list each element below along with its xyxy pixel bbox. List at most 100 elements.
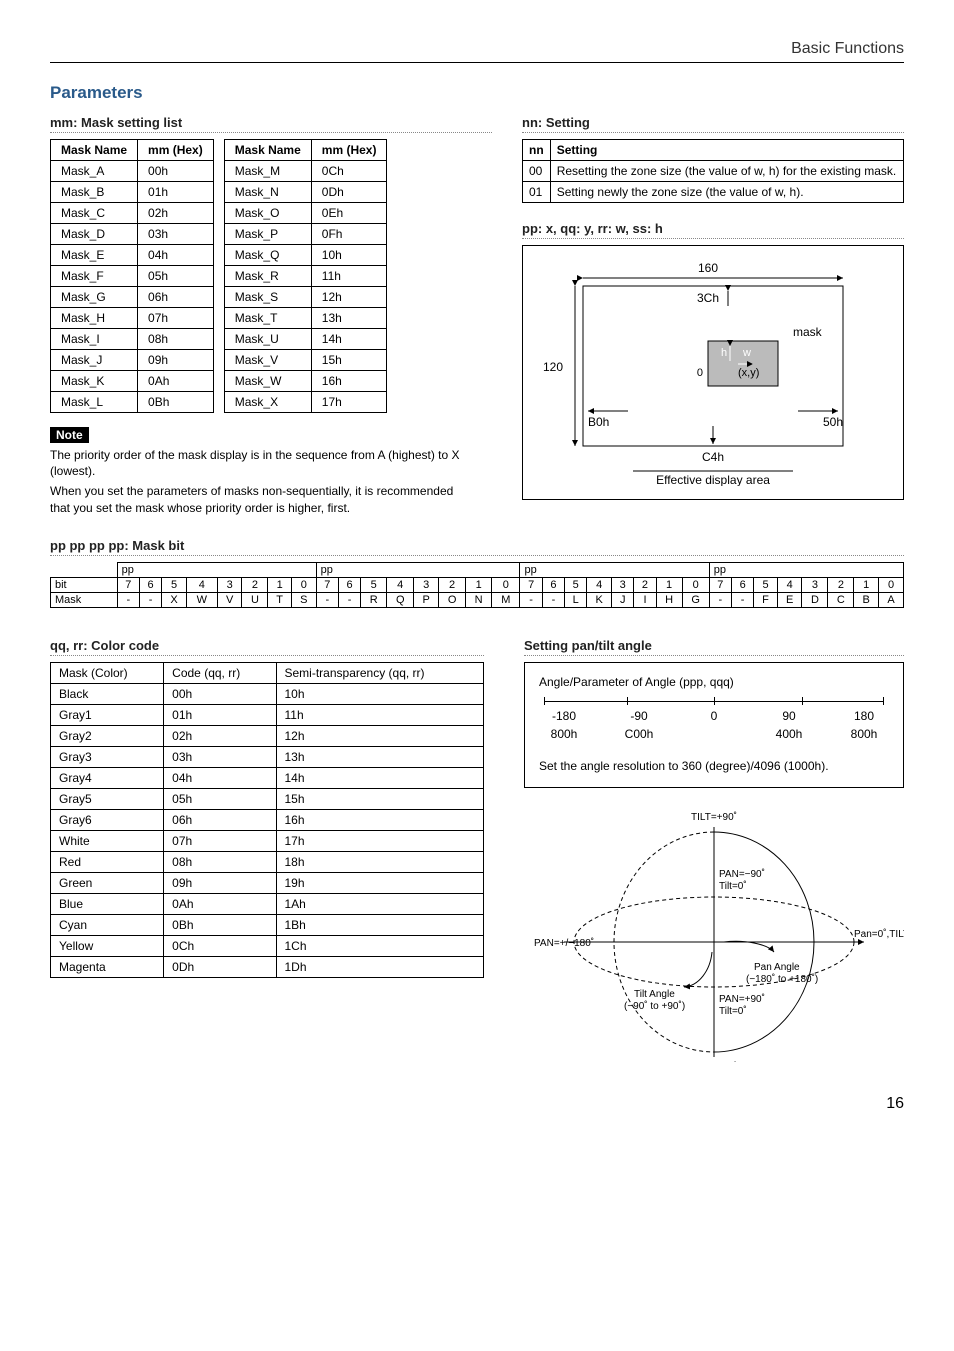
svg-text:w: w [742, 347, 751, 359]
mask-cell: M [492, 592, 520, 607]
color-semi: 15h [276, 788, 484, 809]
color-code: 03h [164, 746, 276, 767]
bit-cell: 4 [777, 577, 802, 592]
bit-cell: 5 [361, 577, 387, 592]
mask-name: Mask_T [224, 308, 311, 329]
mask-cell: - [139, 592, 161, 607]
page-header: Basic Functions [50, 40, 904, 63]
color-semi: 10h [276, 683, 484, 704]
hex: 800h [539, 727, 589, 741]
mask-cell: A [879, 592, 904, 607]
svg-text:160: 160 [698, 261, 718, 275]
color-name: Gray3 [51, 746, 164, 767]
angle-param-label: Angle/Parameter of Angle (ppp, qqq) [539, 675, 889, 689]
color-th-code: Code (qq, rr) [164, 662, 276, 683]
mask-name: Mask_O [224, 203, 311, 224]
color-name: Yellow [51, 935, 164, 956]
color-code: 05h [164, 788, 276, 809]
svg-text:PAN=−90˚: PAN=−90˚ [719, 868, 765, 880]
color-semi: 16h [276, 809, 484, 830]
svg-text:PAN=+/−180˚: PAN=+/−180˚ [534, 937, 594, 949]
svg-text:0: 0 [697, 367, 703, 379]
bit-cell: 6 [542, 577, 564, 592]
mask-hex: 02h [138, 203, 214, 224]
mask-hex: 11h [311, 266, 387, 287]
maskbit-title: pp pp pp pp: Mask bit [50, 538, 904, 556]
bit-cell: 7 [117, 577, 139, 592]
mask-cell: S [291, 592, 316, 607]
bit-cell: 3 [612, 577, 634, 592]
bit-cell: 0 [291, 577, 316, 592]
page-number: 16 [50, 1095, 904, 1113]
mask-name: Mask_G [51, 287, 138, 308]
note-badge: Note [50, 427, 89, 443]
color-semi: 14h [276, 767, 484, 788]
color-name: Gray2 [51, 725, 164, 746]
color-code: 01h [164, 704, 276, 725]
pantilt-diagram: TILT=+90˚ TILT=−90˚ PAN=−90˚ Tilt=0˚ PAN… [524, 802, 904, 1065]
mask-name: Mask_H [51, 308, 138, 329]
color-name: Gray1 [51, 704, 164, 725]
mask-cell: - [338, 592, 360, 607]
mask-cell: H [656, 592, 682, 607]
resolution-text: Set the angle resolution to 360 (degree)… [539, 759, 889, 773]
nn-table: nnSetting 00Resetting the zone size (the… [522, 139, 904, 203]
mask-hex: 17h [311, 392, 387, 413]
svg-text:Pan Angle: Pan Angle [754, 962, 800, 973]
color-code: 0Ch [164, 935, 276, 956]
mask-hex: 0Ah [138, 371, 214, 392]
mask-hex: 09h [138, 350, 214, 371]
bit-cell: 2 [634, 577, 656, 592]
color-th-name: Mask (Color) [51, 662, 164, 683]
bit-cell: 5 [565, 577, 587, 592]
svg-text:C4h: C4h [702, 450, 724, 464]
mask-cell: W [186, 592, 217, 607]
angle-box: Angle/Parameter of Angle (ppp, qqq) -180… [524, 662, 904, 788]
color-code: 06h [164, 809, 276, 830]
svg-text:50h: 50h [823, 415, 843, 429]
mask-cell: J [612, 592, 634, 607]
mask-hex: 01h [138, 182, 214, 203]
svg-text:Pan=0˚,TILT=0˚: Pan=0˚,TILT=0˚ [854, 928, 904, 940]
pp-lbl: pp [316, 562, 520, 577]
mask-hex: 00h [138, 161, 214, 182]
color-code: 07h [164, 830, 276, 851]
mask-hex: 0Eh [311, 203, 387, 224]
mask-name: Mask_A [51, 161, 138, 182]
mask-cell: P [414, 592, 439, 607]
bit-cell: 6 [139, 577, 161, 592]
color-code: 0Dh [164, 956, 276, 977]
bit-cell: 7 [520, 577, 542, 592]
mask-cell: F [754, 592, 778, 607]
color-name: Blue [51, 893, 164, 914]
pp-lbl: pp [709, 562, 903, 577]
mask-cell: B [854, 592, 879, 607]
hex: 400h [764, 727, 814, 741]
color-title: qq, rr: Color code [50, 638, 484, 656]
mask-hex: 0Dh [311, 182, 387, 203]
mask-hex: 10h [311, 245, 387, 266]
mask-cell: I [634, 592, 656, 607]
hex [689, 727, 739, 741]
mask-name: Mask_E [51, 245, 138, 266]
mask-cell: N [466, 592, 492, 607]
parameters-title: Parameters [50, 83, 904, 103]
mask-name: Mask_D [51, 224, 138, 245]
nn-key: 01 [523, 182, 551, 203]
bit-cell: 0 [682, 577, 709, 592]
mask-name: Mask_S [224, 287, 311, 308]
bit-label: bit [51, 577, 118, 592]
mask-cell: V [217, 592, 242, 607]
mask-hex: 0Ch [311, 161, 387, 182]
nn-th-nn: nn [523, 140, 551, 161]
tick: 0 [689, 709, 739, 723]
color-semi: 1Bh [276, 914, 484, 935]
mask-table-right: Mask Namemm (Hex) Mask_M0ChMask_N0DhMask… [224, 139, 388, 413]
mask-cell: - [117, 592, 139, 607]
color-code: 08h [164, 851, 276, 872]
color-name: Red [51, 851, 164, 872]
bit-cell: 6 [338, 577, 360, 592]
svg-text:Effective display area: Effective display area [656, 473, 770, 486]
mask-hex: 0Fh [311, 224, 387, 245]
color-semi: 1Dh [276, 956, 484, 977]
